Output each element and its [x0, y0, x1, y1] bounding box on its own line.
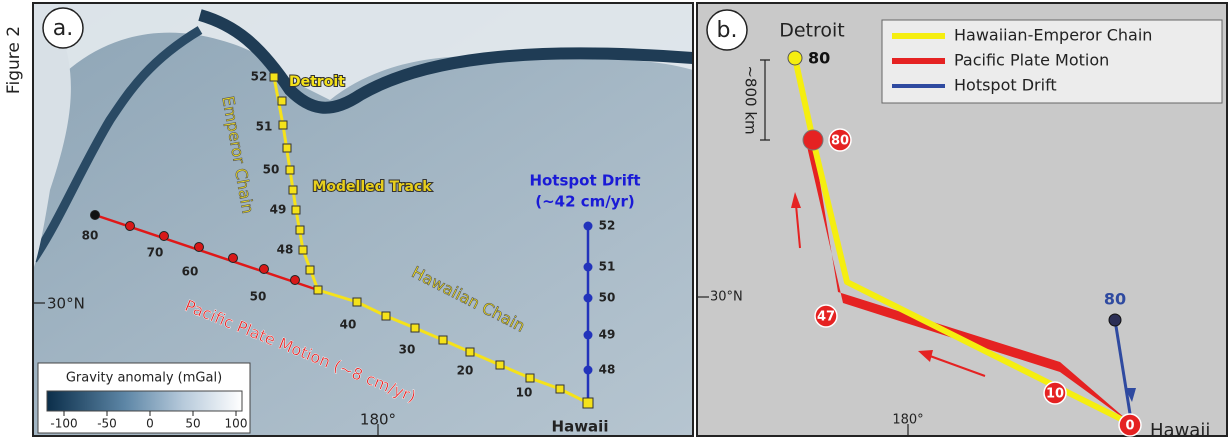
- pacific-age: 20: [457, 364, 474, 378]
- hotspot-rate-label: (~42 cm/yr): [535, 193, 635, 211]
- panel-a: a. 30°N 180° Detroit Emperor Chain Model…: [33, 3, 693, 436]
- colorbar-tick-label: 50: [185, 417, 200, 431]
- emperor-age: 48: [277, 243, 294, 257]
- emperor-age: 50: [263, 163, 280, 177]
- pacific-age: 80: [831, 134, 849, 149]
- track-marker: [286, 166, 294, 174]
- panel-label: b.: [717, 18, 738, 43]
- track-marker: [299, 246, 307, 254]
- hotspot-age: 48: [599, 363, 616, 377]
- track-marker: [278, 97, 286, 105]
- colorbar-tick-label: -100: [50, 417, 77, 431]
- pacific-marker: [91, 211, 100, 220]
- pacific-marker: [126, 222, 135, 231]
- hawaii-label: Hawaii: [1150, 420, 1210, 439]
- track-marker: [353, 298, 361, 306]
- hotspot-marker: [584, 366, 593, 375]
- pacific-marker: [291, 276, 300, 285]
- pacific-age: 10: [516, 386, 533, 400]
- modelled-track-label: Modelled Track: [312, 179, 432, 195]
- pacific-marker: [229, 254, 238, 263]
- colorbar-title: Gravity anomaly (mGal): [66, 371, 222, 386]
- track-marker: [439, 336, 447, 344]
- pacific-age: 80: [82, 229, 99, 243]
- pacific-age: 70: [147, 246, 164, 260]
- track-marker: [296, 226, 304, 234]
- track-marker: [289, 186, 297, 194]
- latitude-label: 30°N: [710, 290, 743, 305]
- track-marker: [283, 144, 291, 152]
- colorbar-tick-label: -50: [97, 417, 117, 431]
- track-marker: [526, 374, 534, 382]
- figure-label: Figure 2: [4, 26, 24, 94]
- longitude-label: 180°: [892, 413, 923, 428]
- emperor-age: 49: [270, 203, 287, 217]
- emperor-age: 52: [251, 70, 268, 84]
- figure: Figure 2 a. 30°N 180° Detroit Emperor Ch…: [0, 0, 1229, 439]
- hotspot-marker: [584, 331, 593, 340]
- pacific-marker: [160, 232, 169, 241]
- hotspot-age: 80: [1104, 290, 1126, 309]
- track-marker: [382, 312, 390, 320]
- hotspot-age: 49: [599, 328, 616, 342]
- pacific-marker: [195, 243, 204, 252]
- legend-label: Hotspot Drift: [954, 76, 1057, 95]
- track-marker: [466, 348, 474, 356]
- hawaii-marker: [583, 398, 593, 408]
- pacific-age: 40: [340, 318, 357, 332]
- track-marker: [314, 286, 322, 294]
- track-marker: [306, 266, 314, 274]
- detroit-label: Detroit: [289, 74, 345, 90]
- hawaii-label: Hawaii: [552, 418, 609, 436]
- scale-label: ~800 km: [742, 65, 760, 134]
- colorbar-tick-label: 0: [146, 417, 154, 431]
- track-marker: [496, 361, 504, 369]
- track-marker: [279, 121, 287, 129]
- colorbar-tick-label: 100: [225, 417, 248, 431]
- pacific-age: 60: [182, 265, 199, 279]
- hotspot-marker: [584, 294, 593, 303]
- pacific-age: 47: [817, 310, 835, 325]
- track-marker: [270, 73, 278, 81]
- hotspot-drift-label: Hotspot Drift: [529, 172, 640, 190]
- hotspot-age: 50: [599, 291, 616, 305]
- longitude-label: 180°: [360, 411, 396, 429]
- panel-label: a.: [53, 16, 73, 41]
- legend-label: Pacific Plate Motion: [954, 51, 1109, 70]
- detroit-age: 80: [808, 49, 830, 68]
- pacific-age: 30: [399, 343, 416, 357]
- hotspot-marker: [584, 222, 593, 231]
- pacific-age: 50: [250, 290, 267, 304]
- legend-label: Hawaiian-Emperor Chain: [954, 26, 1152, 45]
- panel-b: b. Detroit 30°N 180° ~800 km 80 80 Hawai…: [697, 3, 1227, 439]
- hotspot-age: 51: [599, 260, 616, 274]
- track-marker: [292, 206, 300, 214]
- pacific-marker: [260, 265, 269, 274]
- track-marker: [411, 324, 419, 332]
- pacific-age: 0: [1125, 419, 1134, 434]
- hotspot-age: 52: [599, 219, 616, 233]
- emperor-age: 51: [256, 120, 273, 134]
- colorbar: [47, 391, 242, 411]
- pacific-age: 10: [1046, 387, 1064, 402]
- hotspot-marker: [584, 263, 593, 272]
- track-marker: [556, 385, 564, 393]
- latitude-label: 30°N: [47, 295, 85, 313]
- detroit-label: Detroit: [779, 20, 845, 42]
